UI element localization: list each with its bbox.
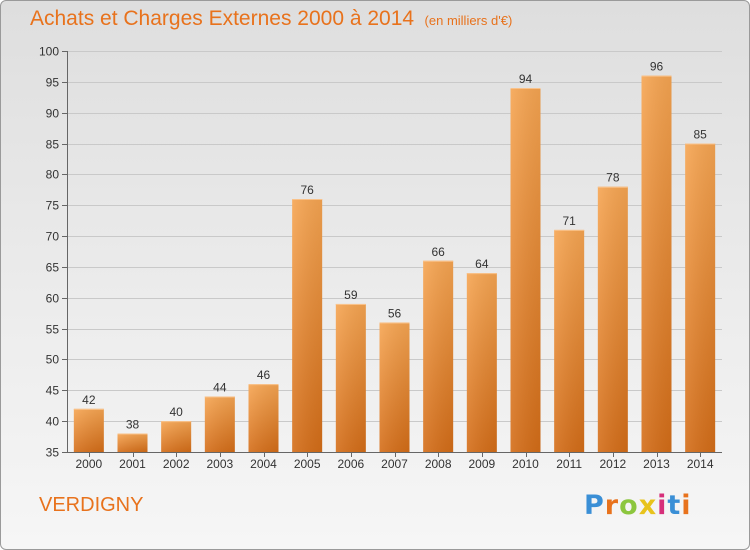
brand-letter: P bbox=[584, 490, 605, 521]
x-tick-label: 2009 bbox=[468, 457, 495, 471]
y-tick-label: 40 bbox=[46, 415, 60, 429]
x-tick-label: 2004 bbox=[250, 457, 277, 471]
x-tick-label: 2014 bbox=[687, 457, 714, 471]
data-label: 42 bbox=[82, 393, 96, 407]
bar-shade bbox=[117, 433, 148, 452]
x-tick-label: 2002 bbox=[163, 457, 190, 471]
data-label: 76 bbox=[300, 183, 314, 197]
y-tick-label: 95 bbox=[46, 76, 60, 90]
brand-letter: i bbox=[657, 490, 668, 521]
bar-shade bbox=[554, 229, 585, 452]
bar-shade bbox=[248, 384, 279, 452]
bars: 42 38 40 44 46 76 59 56 66 64 94 71 78 96 85 bbox=[73, 60, 716, 453]
data-label: 78 bbox=[606, 171, 620, 185]
data-label: 44 bbox=[213, 380, 227, 394]
data-label: 94 bbox=[519, 72, 533, 86]
brand-letter: i bbox=[681, 490, 692, 521]
bar-shade bbox=[335, 303, 366, 452]
x-tick-label: 2003 bbox=[206, 457, 233, 471]
data-label: 85 bbox=[693, 128, 707, 142]
x-tick-labels: 2000 2001 2002 2003 2004 2005 2006 2007 2008 2009… bbox=[75, 452, 714, 471]
bar-shade bbox=[510, 88, 541, 452]
x-tick-label: 2011 bbox=[556, 457, 582, 471]
bar-shade bbox=[73, 408, 104, 452]
chart-title: Achats et Charges Externes 2000 à 2014 bbox=[30, 7, 415, 30]
chart-subtitle: (en milliers d'€) bbox=[424, 13, 513, 28]
y-tick-label: 85 bbox=[46, 138, 60, 152]
bar-shade bbox=[685, 143, 716, 453]
y-tick-label: 60 bbox=[46, 292, 60, 306]
data-label: 40 bbox=[169, 405, 183, 419]
bar-shade bbox=[161, 421, 192, 452]
y-tick-label: 100 bbox=[39, 45, 59, 59]
y-tick-label: 75 bbox=[46, 199, 60, 213]
x-tick-label: 2012 bbox=[599, 457, 626, 471]
data-label: 64 bbox=[475, 257, 489, 271]
bar-shade bbox=[641, 75, 672, 452]
data-label: 46 bbox=[257, 368, 271, 382]
brand-letter: r bbox=[604, 490, 620, 521]
x-tick-label: 2007 bbox=[381, 457, 408, 471]
bar-shade bbox=[423, 260, 454, 452]
y-tick-label: 50 bbox=[46, 353, 60, 367]
y-tick-label: 55 bbox=[46, 323, 60, 337]
x-tick-label: 2013 bbox=[643, 457, 670, 471]
x-tick-label: 2005 bbox=[294, 457, 321, 471]
bar-shade bbox=[204, 396, 235, 452]
x-tick-label: 2000 bbox=[75, 457, 102, 471]
x-tick-label: 2010 bbox=[512, 457, 539, 471]
brand-letter: t bbox=[667, 490, 682, 521]
y-tick-label: 80 bbox=[46, 168, 60, 182]
bar-shade bbox=[466, 273, 497, 452]
data-label: 71 bbox=[562, 214, 576, 228]
commune-name: VERDIGNY bbox=[39, 494, 144, 516]
y-tick-label: 45 bbox=[46, 384, 60, 398]
brand-logo[interactable]: Proxiti bbox=[584, 490, 692, 521]
brand-letter: x bbox=[638, 490, 658, 521]
y-tick-labels: 35 40 45 50 55 60 65 70 75 80 85 90 95 100 bbox=[39, 45, 67, 460]
brand-letter: o bbox=[619, 490, 639, 521]
y-tick-label: 35 bbox=[46, 446, 60, 460]
y-tick-label: 90 bbox=[46, 107, 60, 121]
data-label: 38 bbox=[126, 417, 140, 431]
data-label: 96 bbox=[650, 60, 664, 74]
y-tick-label: 70 bbox=[46, 230, 60, 244]
data-label: 59 bbox=[344, 288, 358, 302]
x-tick-label: 2006 bbox=[337, 457, 364, 471]
x-tick-label: 2008 bbox=[425, 457, 452, 471]
title-row: Achats et Charges Externes 2000 à 2014 (… bbox=[30, 7, 512, 31]
data-label: 56 bbox=[388, 306, 402, 320]
y-tick-label: 65 bbox=[46, 261, 60, 275]
bar-shade bbox=[379, 322, 410, 452]
bar-shade bbox=[292, 199, 323, 452]
bar-shade bbox=[597, 186, 628, 452]
data-label: 66 bbox=[431, 245, 445, 259]
x-tick-label: 2001 bbox=[119, 457, 146, 471]
